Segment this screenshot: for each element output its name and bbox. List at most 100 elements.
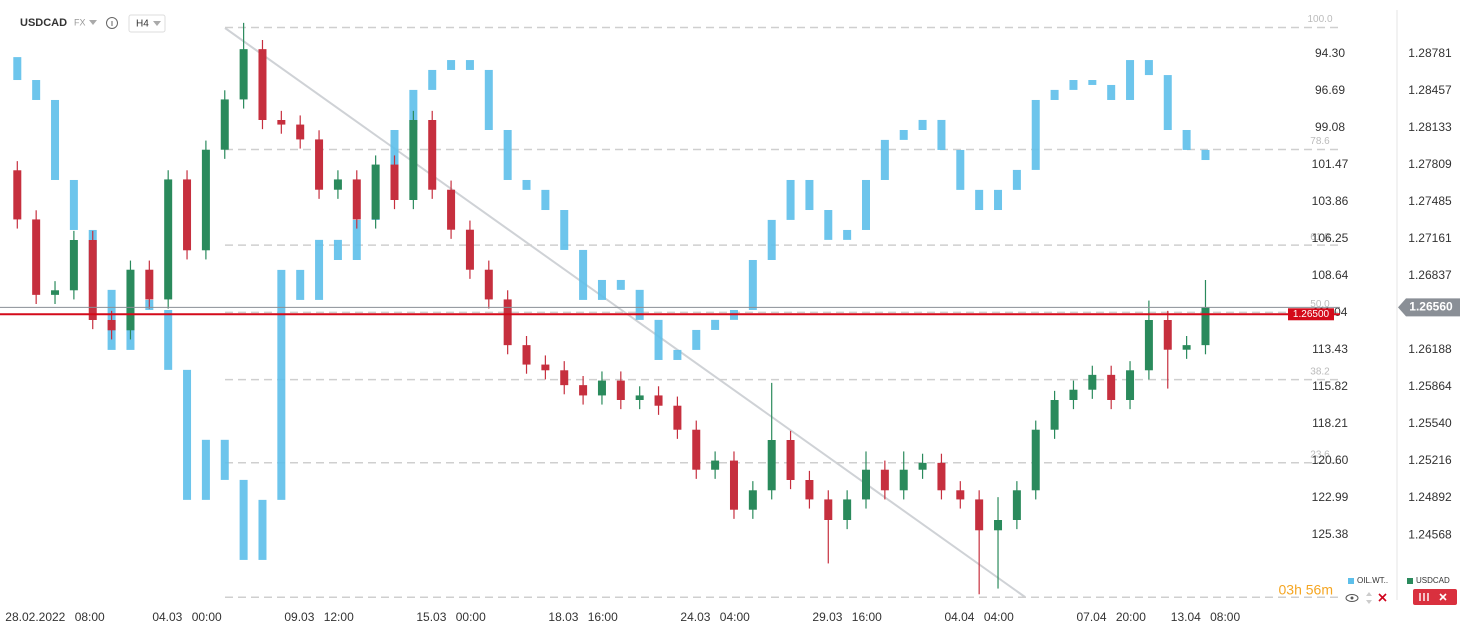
oil-candle-body	[767, 219, 776, 260]
candle-body	[711, 460, 720, 470]
y-tick-label: 1.26837	[1408, 268, 1452, 282]
y2-tick-label: 96.69	[1315, 83, 1345, 97]
candle-body	[1201, 307, 1210, 346]
candle-body	[729, 460, 738, 510]
candle-body	[786, 440, 795, 480]
candle-body	[371, 164, 380, 220]
oil-candle-body	[503, 129, 512, 180]
candle-body	[183, 179, 192, 251]
oil-candle-body	[13, 57, 22, 81]
candle-body	[994, 520, 1003, 531]
y-tick-label: 1.25540	[1408, 416, 1452, 430]
y2-tick-label: 106.25	[1312, 231, 1349, 245]
oil-candle-body	[1031, 99, 1040, 170]
candle-body	[32, 219, 41, 295]
plot: 100.0 78.6 61.8 50.0 38.2 23.6 1.28781 1.28457 1…	[0, 14, 1452, 624]
oil-candle-body	[32, 80, 41, 100]
market: FX	[74, 17, 86, 27]
y2-tick-label: 120.60	[1312, 453, 1349, 467]
candle-body	[220, 99, 229, 150]
market-dropdown[interactable]	[89, 20, 97, 25]
oil-candle-body	[937, 119, 946, 150]
y-tick-label: 1.25216	[1408, 453, 1452, 467]
candle-body	[465, 229, 474, 270]
candle-body	[635, 395, 644, 400]
candle-body	[107, 320, 116, 331]
move-up[interactable]	[1366, 592, 1372, 596]
oil-candle-body	[220, 439, 229, 480]
remove-series[interactable]	[1378, 593, 1387, 602]
oil-candle-body	[315, 239, 324, 300]
fib-label: 61.8	[1310, 232, 1330, 243]
x-tick-label: 04.03 00:00	[152, 610, 222, 624]
oil-candle-body	[805, 179, 814, 211]
oil-candle-body	[183, 369, 192, 500]
oil-candle-body	[1069, 80, 1078, 90]
oil-candle-body	[899, 129, 908, 140]
candle-body	[1182, 345, 1191, 350]
candle-body	[69, 240, 78, 291]
oil-candle-body	[711, 319, 720, 330]
candle-body	[447, 189, 456, 230]
candle-body	[315, 139, 324, 190]
oil-candle-body	[975, 189, 984, 211]
y-tick-label: 1.28133	[1408, 120, 1452, 134]
oil-candle-body	[880, 139, 889, 180]
x-tick-label: 07.04 20:00	[1076, 610, 1146, 624]
candle-body	[560, 370, 569, 386]
candle-body	[597, 380, 606, 396]
oil-candle-body	[409, 89, 418, 130]
candle-body	[956, 490, 965, 500]
timeframe-select[interactable]	[128, 14, 166, 33]
candle-body	[484, 269, 493, 300]
candle-body	[918, 462, 927, 470]
oil-candle-body	[1126, 60, 1135, 100]
y-tick-label: 1.24892	[1408, 490, 1452, 504]
oil-candle-body	[1182, 129, 1191, 150]
candle-body	[880, 469, 889, 491]
candle-body	[164, 179, 173, 300]
oil-candle-body	[635, 289, 644, 320]
candle-body	[616, 380, 625, 400]
oil-candle-body	[428, 69, 437, 90]
oil-candle-body	[1012, 169, 1021, 190]
candle-body	[333, 179, 342, 190]
candle-body	[51, 290, 60, 295]
oil-candle-body	[277, 269, 286, 500]
oil-candle-body	[447, 60, 456, 70]
y2-tick-label: 101.47	[1312, 157, 1349, 171]
candle-body	[805, 480, 814, 500]
candle-body	[126, 269, 135, 331]
oil-candle-body	[1163, 75, 1172, 130]
oil-candle-body	[692, 329, 701, 350]
fib-label: 100.0	[1307, 14, 1332, 25]
oil-candle-body	[579, 249, 588, 300]
candle-body	[352, 179, 361, 220]
visibility-toggle[interactable]	[1345, 594, 1359, 602]
y2-tick-label: 99.08	[1315, 120, 1345, 134]
candle-body	[579, 385, 588, 396]
fib-label: 78.6	[1310, 136, 1330, 147]
x-tick-label: 28.02.2022 08:00	[5, 610, 105, 624]
move-down[interactable]	[1366, 600, 1372, 604]
y2-tick-label: 113.43	[1312, 342, 1348, 356]
candle-body	[409, 120, 418, 200]
fib-label: 23.6	[1310, 449, 1330, 460]
candle-body	[541, 364, 550, 371]
remove-usdcad[interactable]	[1439, 593, 1447, 601]
y2-tick-label: 125.38	[1312, 527, 1349, 541]
candle-body	[1144, 320, 1153, 371]
candle-body	[1126, 370, 1135, 400]
symbol: USDCAD	[20, 17, 67, 29]
oil-candle-body	[1050, 89, 1059, 100]
y-tick-label: 1.27161	[1408, 231, 1452, 245]
oil-candle-body	[522, 179, 531, 190]
oil-candle-body	[918, 119, 927, 130]
oil-candle-body	[484, 69, 493, 130]
oil-candle-body	[1107, 84, 1116, 100]
y2-tick-label: 118.21	[1312, 416, 1348, 430]
oil-candle-body	[560, 210, 569, 250]
oil-candle-body	[69, 179, 78, 230]
info-icon[interactable]	[106, 17, 118, 29]
candle-body	[1069, 389, 1078, 400]
